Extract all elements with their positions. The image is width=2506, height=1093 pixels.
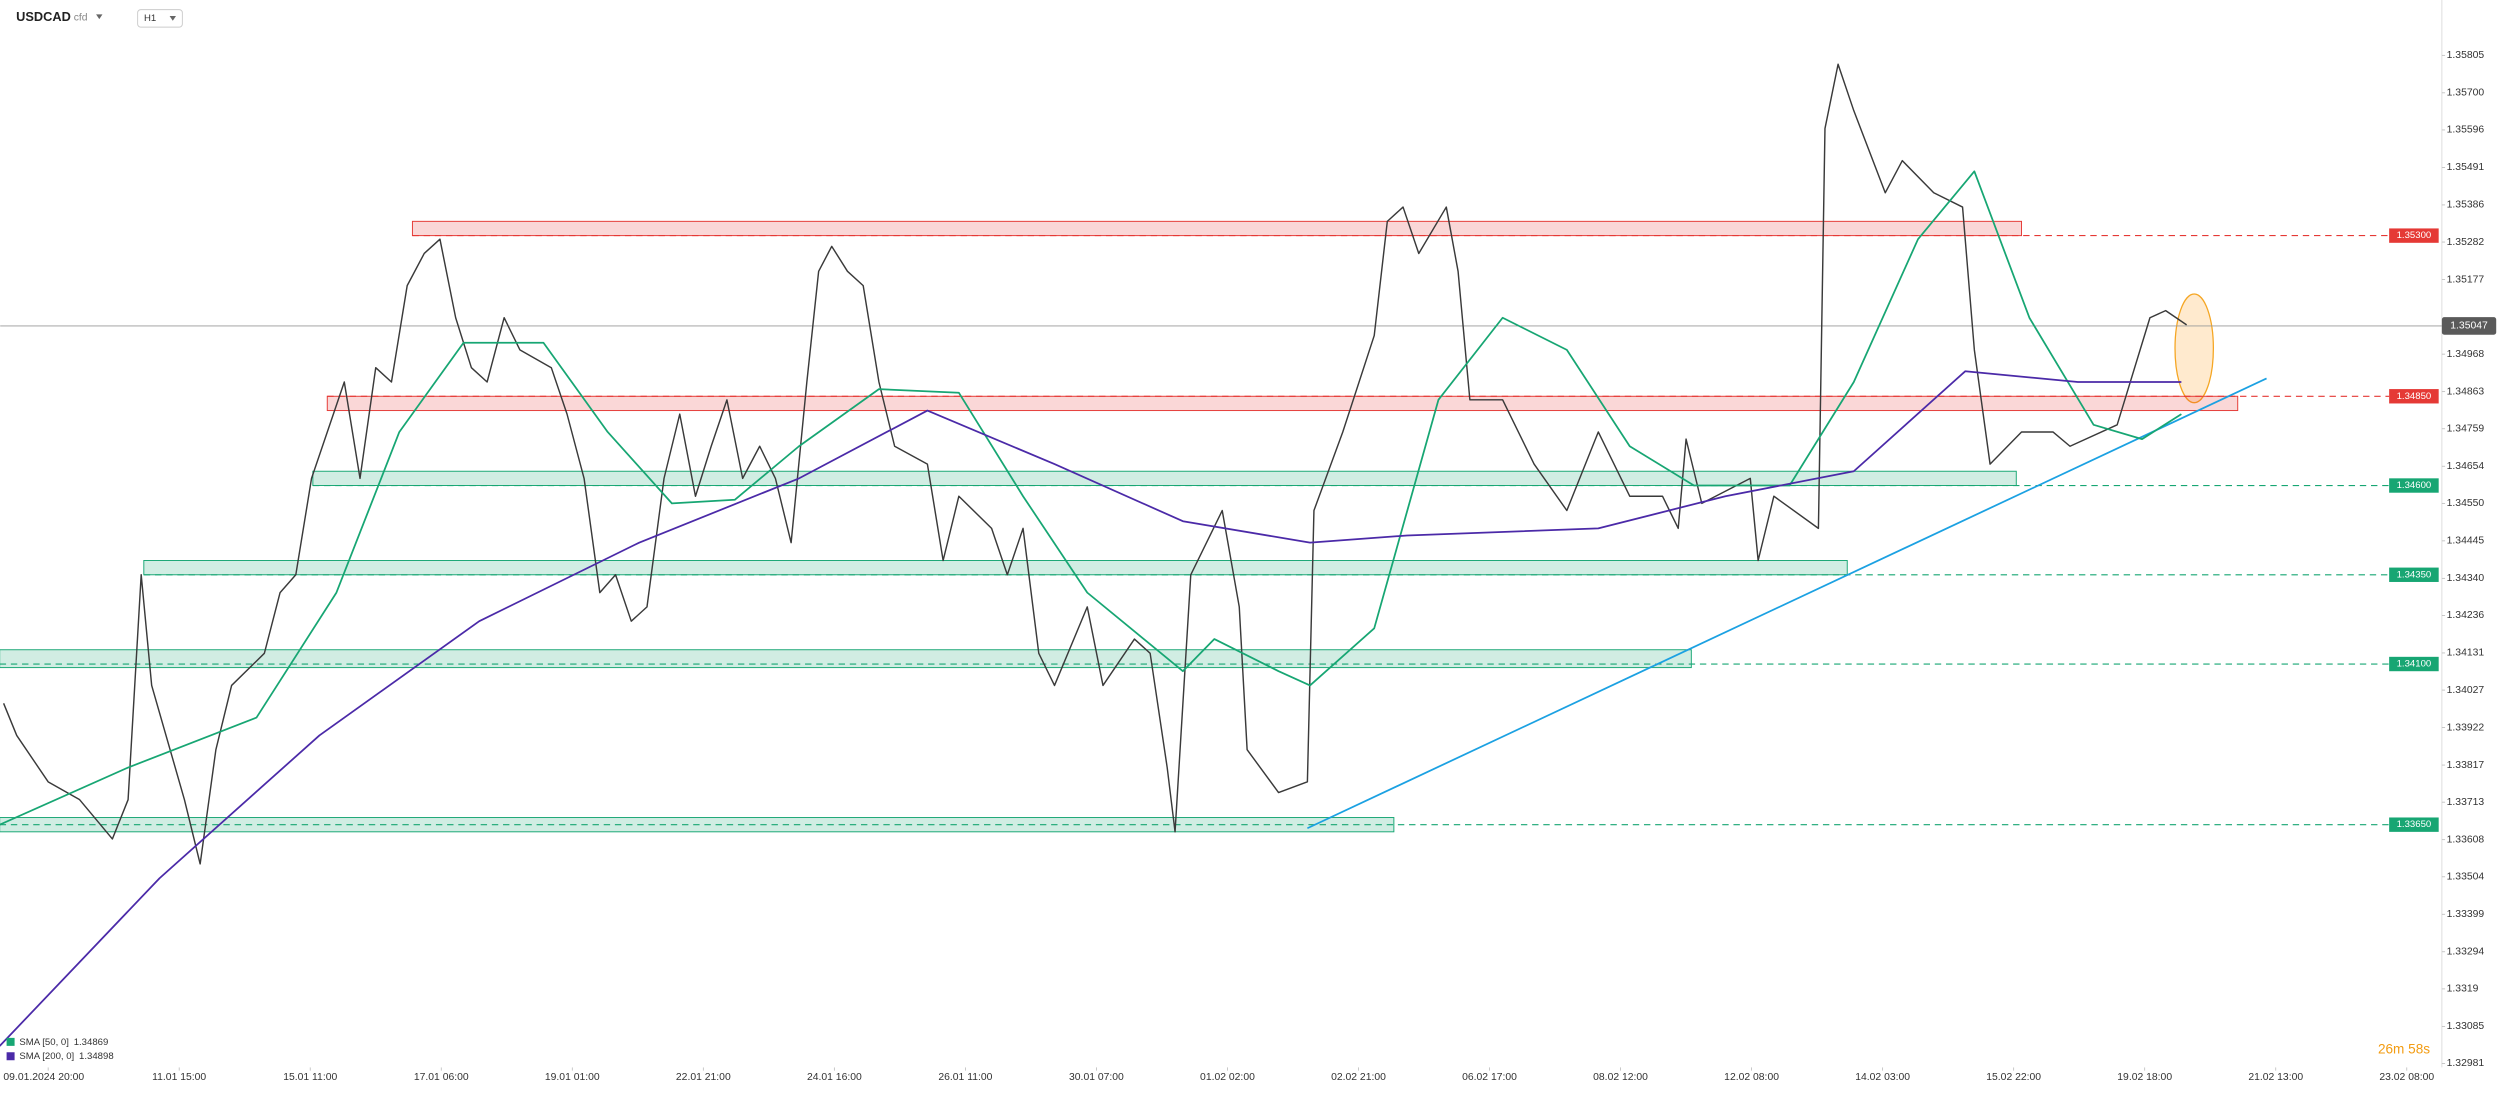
level-label-box (2389, 228, 2439, 243)
y-tick-label: 1.34236 (2447, 610, 2485, 621)
y-tick-label: 1.34654 (2447, 461, 2485, 472)
x-tick-label: 15.02 22:00 (1986, 1072, 2041, 1083)
legend-swatch (6, 1052, 15, 1061)
legend-name: SMA [200, 0] (19, 1051, 74, 1062)
level-label: 1.34850 (2397, 391, 2432, 402)
legend-name: SMA [50, 0] (19, 1036, 69, 1047)
y-tick-label: 1.35491 (2447, 162, 2485, 173)
symbol[interactable]: USDCAD (16, 9, 71, 24)
x-tick-label: 17.01 06:00 (414, 1072, 469, 1083)
level-label-box (2389, 567, 2439, 582)
legend-value: 1.34869 (74, 1036, 109, 1047)
legend-value: 1.34898 (79, 1051, 114, 1062)
y-tick-label: 1.33817 (2447, 760, 2485, 771)
y-tick-label: 1.33713 (2447, 797, 2485, 808)
y-tick-label: 1.33922 (2447, 722, 2485, 733)
x-tick-label: 12.02 08:00 (1724, 1072, 1779, 1083)
sma-line (0, 170, 2182, 826)
x-tick-label: 02.02 21:00 (1331, 1072, 1386, 1083)
level-label-box (2389, 817, 2439, 832)
y-tick-label: 1.33504 (2447, 872, 2485, 883)
x-tick-label: 30.01 07:00 (1069, 1072, 1124, 1083)
level-label: 1.34600 (2397, 480, 2432, 491)
x-tick-label: 21.02 13:00 (2248, 1072, 2303, 1083)
y-tick-label: 1.34131 (2447, 648, 2485, 659)
zone (0, 649, 1692, 669)
x-tick-label: 24.01 16:00 (807, 1072, 862, 1083)
x-tick-label: 15.01 11:00 (283, 1072, 337, 1083)
x-tick-label: 11.01 15:00 (152, 1072, 206, 1083)
x-tick-label: 19.02 18:00 (2117, 1072, 2172, 1083)
y-tick-label: 1.33294 (2447, 946, 2485, 957)
zone (143, 560, 1848, 576)
interval: H1 (144, 13, 156, 24)
x-tick-label: 09.01.2024 20:00 (3, 1072, 84, 1083)
y-tick-label: 1.35700 (2447, 88, 2485, 99)
price-line (2, 63, 2188, 865)
y-tick-label: 1.35596 (2447, 125, 2485, 136)
y-tick-label: 1.35177 (2447, 274, 2485, 285)
y-tick-label: 1.33085 (2447, 1021, 2485, 1032)
last-price-box (2441, 317, 2497, 335)
trendline (1307, 377, 2267, 830)
zone (326, 395, 2239, 412)
highlight-ellipse (2174, 293, 2215, 404)
y-tick-label: 1.34759 (2447, 423, 2485, 434)
last-price-label: 1.35047 (2450, 321, 2488, 332)
instrument-type: cfd (74, 12, 88, 23)
y-tick-label: 1.35386 (2447, 200, 2485, 211)
level-label-box (2389, 656, 2439, 672)
level-label-box (2389, 478, 2439, 493)
x-tick-label: 01.02 02:00 (1200, 1072, 1255, 1083)
x-tick-label: 19.01 01:00 (545, 1072, 600, 1083)
legend-swatch (6, 1037, 15, 1046)
y-tick-label: 1.35805 (2447, 50, 2485, 61)
y-tick-label: 1.34445 (2447, 536, 2485, 547)
x-tick-label: 08.02 12:00 (1593, 1072, 1648, 1083)
zone (411, 220, 2023, 237)
symbol-dropdown[interactable] (96, 14, 103, 20)
legend-entry: SMA [200, 0] 1.34898 (19, 1051, 113, 1062)
level-label: 1.33650 (2397, 819, 2432, 830)
y-tick-label: 1.34863 (2447, 386, 2485, 397)
y-tick-label: 1.34968 (2447, 349, 2485, 360)
x-tick-label: 06.02 17:00 (1462, 1072, 1517, 1083)
zone (312, 470, 2017, 487)
y-tick-label: 1.33608 (2447, 834, 2485, 845)
sma-line (0, 370, 2182, 1047)
interval-dropdown (169, 15, 176, 21)
y-tick-label: 1.3319 (2447, 984, 2479, 995)
y-tick-label: 1.34550 (2447, 498, 2485, 509)
x-tick-label: 22.01 21:00 (676, 1072, 731, 1083)
y-tick-label: 1.34027 (2447, 685, 2485, 696)
x-tick-label: 23.02 08:00 (2379, 1072, 2434, 1083)
legend-entry: SMA [50, 0] 1.34869 (19, 1036, 108, 1047)
y-tick-label: 1.32981 (2447, 1058, 2485, 1069)
interval-selector[interactable] (137, 9, 183, 28)
level-label: 1.34100 (2397, 659, 2432, 670)
y-tick-label: 1.35282 (2447, 237, 2485, 248)
level-label: 1.35300 (2397, 230, 2432, 241)
candle-timer: 26m 58s (2378, 1041, 2430, 1056)
y-tick-label: 1.34340 (2447, 573, 2485, 584)
level-label: 1.34350 (2397, 569, 2432, 580)
x-tick-label: 26.01 11:00 (938, 1072, 992, 1083)
y-tick-label: 1.33399 (2447, 909, 2485, 920)
x-tick-label: 14.02 03:00 (1855, 1072, 1910, 1083)
level-label-box (2389, 389, 2439, 404)
